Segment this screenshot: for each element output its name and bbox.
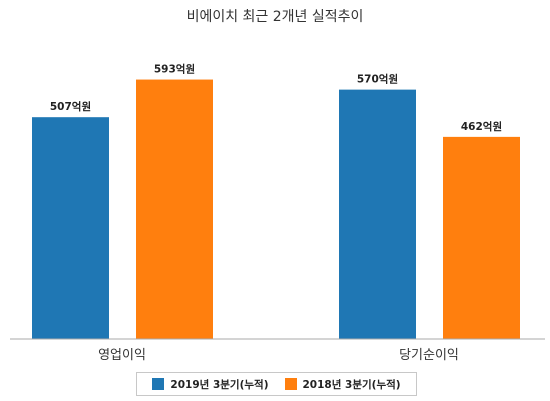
bar-s0-c0[interactable] xyxy=(32,117,109,339)
legend: 2019년 3분기(누적) 2018년 3분기(누적) xyxy=(136,372,417,396)
legend-swatch-2018 xyxy=(284,378,297,390)
legend-item-2018[interactable]: 2018년 3분기(누적) xyxy=(284,377,401,392)
data-labels-layer: 507억원 570억원 593억원 462억원 xyxy=(50,63,502,133)
data-label-s1-c0: 593억원 xyxy=(154,63,195,76)
data-label-s0-c1: 570억원 xyxy=(357,73,398,86)
data-label-s0-c0: 507억원 xyxy=(50,100,91,113)
legend-label-2019: 2019년 3분기(누적) xyxy=(170,378,269,391)
chart-title: 비에이치 최근 2개년 실적추이 xyxy=(187,9,364,25)
bar-s0-c1[interactable] xyxy=(339,89,416,339)
legend-swatch-2019 xyxy=(152,378,165,390)
legend-label-2018: 2018년 3분기(누적) xyxy=(302,378,401,391)
category-labels-layer: 영업이익 당기순이익 xyxy=(98,348,459,363)
bars-layer xyxy=(32,79,520,339)
category-label-1: 당기순이익 xyxy=(399,348,459,363)
category-label-0: 영업이익 xyxy=(98,348,146,363)
legend-item-2019[interactable]: 2019년 3분기(누적) xyxy=(152,377,269,392)
bar-s1-c1[interactable] xyxy=(443,136,520,339)
data-label-s1-c1: 462억원 xyxy=(461,120,502,133)
bar-s1-c0[interactable] xyxy=(136,79,213,339)
